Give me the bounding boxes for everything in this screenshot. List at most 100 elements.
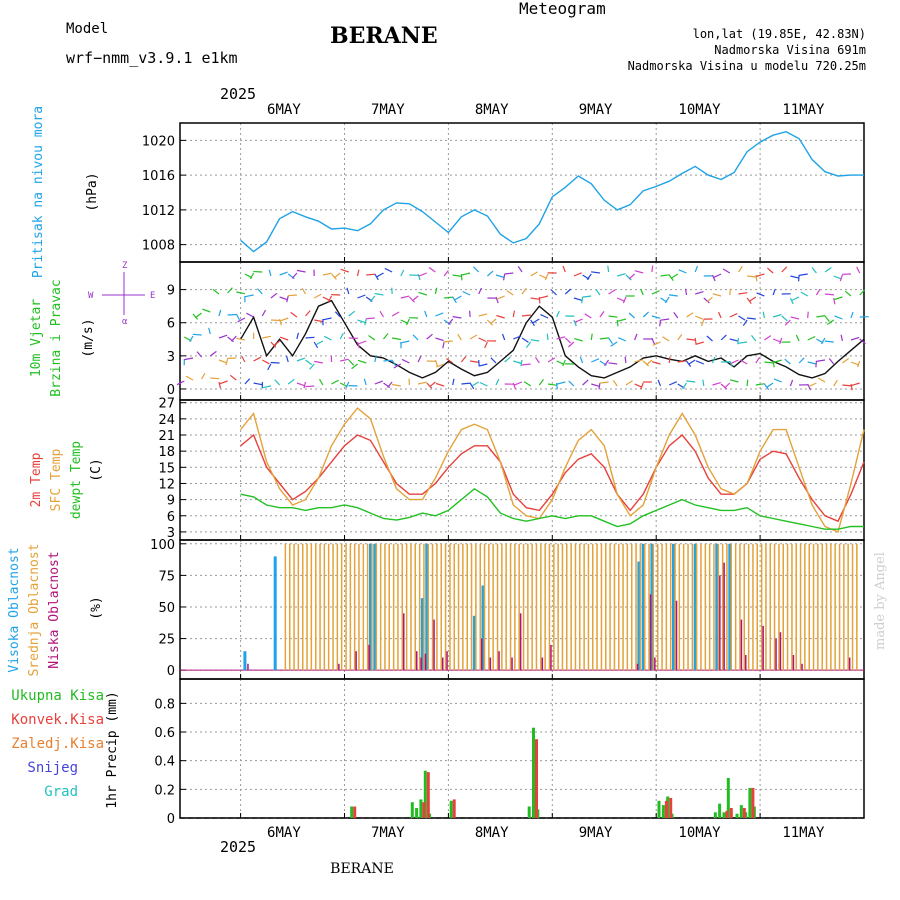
wind-unit: (m/s) xyxy=(81,318,96,357)
cloud-bar xyxy=(782,543,784,671)
wind-arrow xyxy=(369,295,376,302)
wind-arrow xyxy=(712,382,721,386)
cloud-bar xyxy=(444,543,447,671)
wind-unit-group: (m/s) xyxy=(81,318,96,357)
wind-arrow xyxy=(840,334,843,342)
wind-arrow xyxy=(659,319,662,327)
wind-arrow xyxy=(227,287,233,294)
day-label-top: 10MAY xyxy=(678,102,721,118)
y-tick-label: 21 xyxy=(158,429,175,444)
wind-arrow xyxy=(695,341,704,345)
wind-arrow xyxy=(434,359,438,367)
wind-arrow xyxy=(828,358,835,365)
y-tick-label: 0.2 xyxy=(154,783,175,798)
wind-arrow xyxy=(426,382,433,389)
wind-arrow xyxy=(428,267,436,273)
wind-arrow xyxy=(418,291,427,296)
wind-arrow xyxy=(772,360,775,368)
cloud-bar xyxy=(739,543,741,671)
cloud-bar xyxy=(644,543,646,671)
wind-arrow xyxy=(253,270,263,273)
cloud-bar xyxy=(414,543,416,671)
wind-arrow xyxy=(244,378,251,385)
wind-arrow xyxy=(411,295,419,302)
wind-arrow xyxy=(567,341,575,348)
wind-arrow xyxy=(401,358,410,364)
wind-arrow xyxy=(739,359,748,365)
day-label-top: 9MAY xyxy=(579,102,613,118)
wind-arrow xyxy=(202,290,210,293)
precip-legend-item: Konvek.Kisa xyxy=(11,712,104,728)
wind-arrow xyxy=(495,378,500,386)
cloud-bar xyxy=(637,561,641,671)
wind-arrow xyxy=(363,378,367,386)
day-label-bottom: 6MAY xyxy=(267,825,301,841)
wind-arrow xyxy=(241,355,246,363)
cloud-bar xyxy=(609,543,611,671)
wind-arrow xyxy=(622,296,627,304)
cloud-bar xyxy=(649,594,652,671)
cloud-bar xyxy=(483,543,486,671)
wind-arrow xyxy=(412,334,419,341)
cloud-bar xyxy=(420,598,424,671)
wind-arrow xyxy=(176,380,185,386)
wind-arrow xyxy=(249,272,255,280)
cloud-bar xyxy=(704,543,707,671)
wind-ylabel-2-group: Brzina i Pravac xyxy=(49,279,64,396)
cloud-bar xyxy=(765,543,767,671)
wind-arrow xyxy=(815,288,821,296)
cloud-bar xyxy=(462,543,464,671)
wind-arrow xyxy=(262,385,272,389)
cloud-unit-group: (%) xyxy=(89,596,104,619)
wind-arrow xyxy=(612,379,618,387)
cloud-bar xyxy=(682,543,685,671)
sfc-ylabel-group: SFC Temp xyxy=(49,449,64,512)
wind-arrow xyxy=(253,356,262,362)
cloud-bar xyxy=(492,543,494,671)
year-label-bottom: 2025 xyxy=(220,838,256,856)
precip-bar xyxy=(423,770,427,818)
wind-arrow xyxy=(833,296,843,301)
cloud-bar xyxy=(566,543,568,671)
y-tick-label: 0.6 xyxy=(154,726,175,741)
wind-arrow xyxy=(807,361,817,365)
wind-arrow xyxy=(478,363,488,367)
wind-arrow xyxy=(196,351,203,358)
cloud-bar xyxy=(734,543,737,671)
wind-arrow xyxy=(460,273,463,281)
day-label-bottom: 8MAY xyxy=(475,825,509,841)
panel-frame xyxy=(179,399,865,541)
wind-arrow xyxy=(642,311,650,318)
precip-legend-item: Snijeg xyxy=(27,760,78,776)
wind-arrow xyxy=(784,358,791,365)
cloud-bar xyxy=(401,543,403,671)
cloud-bar xyxy=(631,543,633,671)
wind-arrow xyxy=(694,337,697,345)
wind-arrow xyxy=(546,333,549,341)
cloud-bar xyxy=(596,543,598,671)
wind-arrow xyxy=(339,332,344,340)
cloud-bar xyxy=(496,543,499,671)
low-cloud-ylabel: Niska Oblacnost xyxy=(47,551,62,668)
wind-arrow xyxy=(547,383,557,386)
cloud-bar xyxy=(700,543,702,671)
precip-bar xyxy=(426,772,430,818)
cloud-bar xyxy=(752,543,754,671)
wind-arrow xyxy=(850,311,854,319)
precip-bar xyxy=(718,803,722,818)
cloud-bar xyxy=(243,651,247,671)
wind-arrow xyxy=(640,288,644,296)
wind-arrow xyxy=(711,356,716,364)
wind-arrow xyxy=(346,287,350,295)
wind-arrow xyxy=(400,340,410,344)
wind-arrow xyxy=(556,360,565,365)
low-cloud-ylabel-group: Niska Oblacnost xyxy=(47,551,62,668)
cloud-bar xyxy=(713,543,715,671)
cloud-bar xyxy=(353,543,356,671)
wind-arrow xyxy=(452,274,462,277)
precip-bar xyxy=(669,797,673,818)
wind-arrow xyxy=(521,314,531,317)
precip-bar xyxy=(729,808,733,818)
y-tick-label: 0 xyxy=(167,664,175,679)
wind-arrow xyxy=(598,382,601,390)
